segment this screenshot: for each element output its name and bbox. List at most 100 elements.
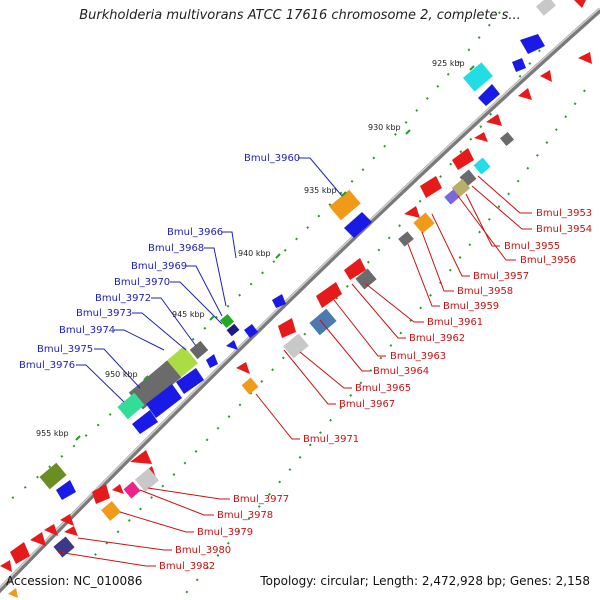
gene-box: [283, 333, 309, 359]
gene-label[interactable]: Bmul_3953: [536, 208, 592, 219]
gene-label[interactable]: Bmul_3961: [427, 317, 483, 328]
kbp-label: 955 kbp: [36, 429, 69, 438]
forward-strand-genes: [39, 0, 556, 500]
gene-label[interactable]: Bmul_3954: [536, 224, 592, 235]
gene-arrow: [344, 212, 372, 238]
gene-arrow: [278, 318, 296, 338]
gene-label[interactable]: Bmul_3969: [131, 261, 187, 272]
gene-box: [499, 131, 515, 147]
gene-label[interactable]: Bmul_3968: [148, 243, 204, 254]
gene-label[interactable]: Bmul_3955: [504, 241, 560, 252]
reverse-gene-labels: Bmul_3953 Bmul_3954 Bmul_3955 Bmul_3956 …: [159, 208, 592, 572]
gene-arrow: [44, 524, 58, 536]
chromosome-backbone: [0, 8, 600, 594]
gene-arrow: [518, 88, 532, 100]
gene-label[interactable]: Bmul_3962: [409, 333, 465, 344]
gene-box: [451, 178, 471, 198]
kbp-label: 935 kbp: [304, 186, 337, 195]
gene-arrow: [10, 542, 30, 564]
gene-box: [226, 323, 240, 337]
gene-label[interactable]: Bmul_3977: [233, 494, 289, 505]
gene-label[interactable]: Bmul_3967: [339, 399, 395, 410]
genome-stats-text: Topology: circular; Length: 2,472,928 bp…: [260, 574, 590, 588]
gene-label[interactable]: Bmul_3958: [457, 286, 513, 297]
gene-arrow: [64, 526, 78, 536]
gene-arrow: [344, 258, 366, 280]
gene-arrow: [206, 354, 218, 368]
gene-arrow: [486, 114, 502, 126]
gene-arrow: [540, 70, 552, 82]
forward-gene-labels: Bmul_3960 Bmul_3966 Bmul_3968 Bmul_3969 …: [19, 153, 300, 371]
gene-arrow: [60, 514, 74, 526]
gene-label[interactable]: Bmul_3966: [167, 227, 223, 238]
gene-box: [413, 212, 435, 234]
gene-label[interactable]: Bmul_3972: [95, 293, 151, 304]
dotted-tracks: [9, 11, 586, 600]
gene-arrow: [574, 0, 586, 8]
gene-label[interactable]: Bmul_3964: [373, 366, 429, 377]
gene-arrow: [112, 484, 124, 494]
forward-callouts: [76, 157, 343, 403]
gene-box: [309, 308, 337, 336]
gene-arrow: [474, 132, 488, 142]
gene-label[interactable]: Bmul_3974: [59, 325, 115, 336]
gene-label[interactable]: Bmul_3978: [217, 510, 273, 521]
gene-arrow: [176, 368, 204, 394]
gene-arrow: [420, 176, 442, 198]
gene-arrow: [578, 52, 592, 64]
gene-label[interactable]: Bmul_3976: [19, 360, 75, 371]
gene-box: [101, 501, 121, 521]
gene-box: [219, 313, 235, 329]
gene-label[interactable]: Bmul_3970: [114, 277, 170, 288]
gene-arrow: [520, 34, 545, 54]
gene-arrow: [512, 58, 526, 72]
gene-box: [117, 392, 145, 420]
gene-arrow: [130, 450, 152, 464]
gene-box: [241, 377, 259, 395]
gene-arrow: [8, 588, 18, 598]
gene-arrow: [30, 532, 46, 546]
gene-label[interactable]: Bmul_3960: [244, 153, 300, 164]
gene-box: [329, 189, 361, 221]
gene-label[interactable]: Bmul_3982: [159, 561, 215, 572]
gene-arrow: [92, 484, 110, 504]
gene-box: [398, 231, 414, 247]
gene-box: [134, 468, 160, 492]
kbp-ticks: 925 kbp 930 kbp 935 kbp 940 kbp 945 kbp …: [36, 59, 475, 441]
gene-box: [123, 481, 141, 499]
gene-arrow: [244, 324, 258, 338]
gene-arrow: [0, 560, 12, 572]
gene-box: [473, 157, 491, 175]
gene-box: [39, 462, 67, 490]
gene-arrow: [452, 148, 474, 170]
accession-text: Accession: NC_010086: [6, 574, 143, 588]
kbp-label: 925 kbp: [432, 59, 465, 68]
gene-label[interactable]: Bmul_3957: [473, 271, 529, 282]
gene-arrow: [132, 410, 158, 434]
map-title: Burkholderia multivorans ATCC 17616 chro…: [79, 8, 521, 23]
gene-label[interactable]: Bmul_3959: [443, 301, 499, 312]
gene-arrow: [146, 384, 182, 418]
kbp-label: 930 kbp: [368, 123, 401, 132]
gene-arrow: [272, 294, 286, 308]
gene-label[interactable]: Bmul_3980: [175, 545, 231, 556]
gene-label[interactable]: Bmul_3965: [355, 383, 411, 394]
gene-arrow: [56, 480, 76, 500]
gene-label[interactable]: Bmul_3975: [37, 344, 93, 355]
reverse-callouts: [57, 175, 532, 567]
gene-box: [444, 189, 460, 205]
gene-box: [355, 268, 377, 290]
kbp-label: 950 kbp: [105, 370, 138, 379]
gene-label[interactable]: Bmul_3971: [303, 434, 359, 445]
gene-box: [463, 62, 493, 92]
gene-box: [536, 0, 556, 16]
gene-arrow: [316, 282, 342, 308]
gene-label[interactable]: Bmul_3973: [76, 308, 132, 319]
kbp-label: 940 kbp: [238, 249, 271, 258]
gene-label[interactable]: Bmul_3956: [520, 255, 576, 266]
gene-label[interactable]: Bmul_3963: [390, 351, 446, 362]
gene-label[interactable]: Bmul_3979: [197, 527, 253, 538]
